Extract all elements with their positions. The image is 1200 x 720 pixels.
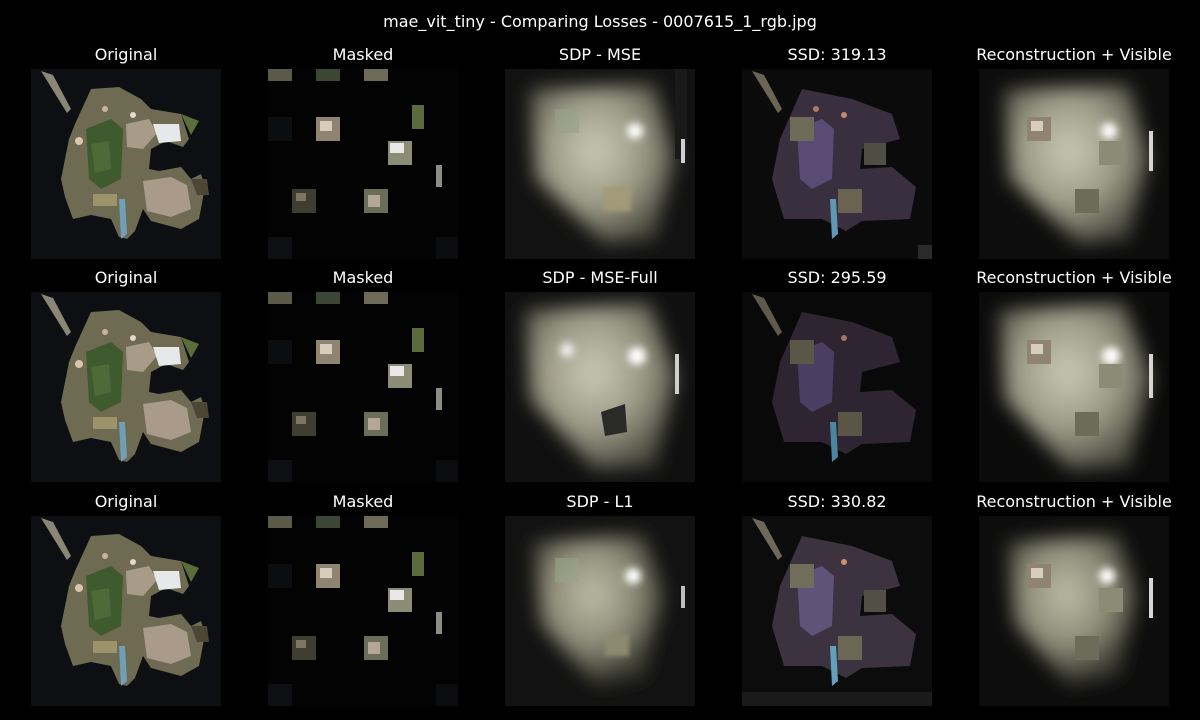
panel-title: SSD: 295.59 [787, 268, 887, 287]
reconstruction-visible-panel: Reconstruction + Visible [976, 45, 1172, 260]
panel-title: SDP - MSE-Full [542, 268, 658, 287]
ssd-panel: SSD: 295.59 [742, 268, 932, 483]
reconstruction-visible-image [979, 516, 1169, 706]
reconstruction-panel: SDP - MSE-Full [505, 268, 695, 483]
panel-title: Masked [332, 268, 394, 287]
panel-title: Original [94, 268, 158, 287]
reconstruction-visible-image [979, 69, 1169, 259]
comparison-row-mse-full: Original Masked SDP - MSE-Full SSD: 295.… [0, 268, 1200, 491]
original-image [31, 292, 221, 482]
panel-title: Reconstruction + Visible [976, 492, 1172, 511]
original-panel: Original [31, 492, 221, 707]
original-image [31, 516, 221, 706]
comparison-row-mse: Original Masked SDP - MSE SSD: 319.13 Re… [0, 45, 1200, 268]
panel-title: Original [94, 45, 158, 64]
reconstruction-visible-panel: Reconstruction + Visible [976, 268, 1172, 483]
reconstruction-panel: SDP - L1 [505, 492, 695, 707]
comparison-row-l1: Original Masked SDP - L1 SSD: 330.82 Rec… [0, 492, 1200, 715]
original-image [31, 69, 221, 259]
ssd-panel: SSD: 319.13 [742, 45, 932, 260]
panel-title: Original [94, 492, 158, 511]
masked-image [268, 69, 458, 259]
original-panel: Original [31, 45, 221, 260]
panel-title: Masked [332, 492, 394, 511]
reconstruction-visible-image [979, 292, 1169, 482]
panel-title: SDP - L1 [566, 492, 634, 511]
ssd-image [742, 292, 932, 482]
panel-title: SSD: 319.13 [787, 45, 887, 64]
masked-image [268, 516, 458, 706]
panel-title: SDP - MSE [558, 45, 642, 64]
figure-title: mae_vit_tiny - Comparing Losses - 000761… [383, 12, 817, 31]
masked-panel: Masked [268, 492, 458, 707]
ssd-panel: SSD: 330.82 [742, 492, 932, 707]
original-panel: Original [31, 268, 221, 483]
reconstruction-image [505, 516, 695, 706]
masked-panel: Masked [268, 45, 458, 260]
masked-image [268, 292, 458, 482]
reconstruction-panel: SDP - MSE [505, 45, 695, 260]
panel-title: Masked [332, 45, 394, 64]
panel-title: SSD: 330.82 [787, 492, 887, 511]
reconstruction-visible-panel: Reconstruction + Visible [976, 492, 1172, 707]
panel-title: Reconstruction + Visible [976, 268, 1172, 287]
reconstruction-image [505, 292, 695, 482]
masked-panel: Masked [268, 268, 458, 483]
reconstruction-image [505, 69, 695, 259]
ssd-image [742, 516, 932, 706]
panel-title: Reconstruction + Visible [976, 45, 1172, 64]
ssd-image [742, 69, 932, 259]
